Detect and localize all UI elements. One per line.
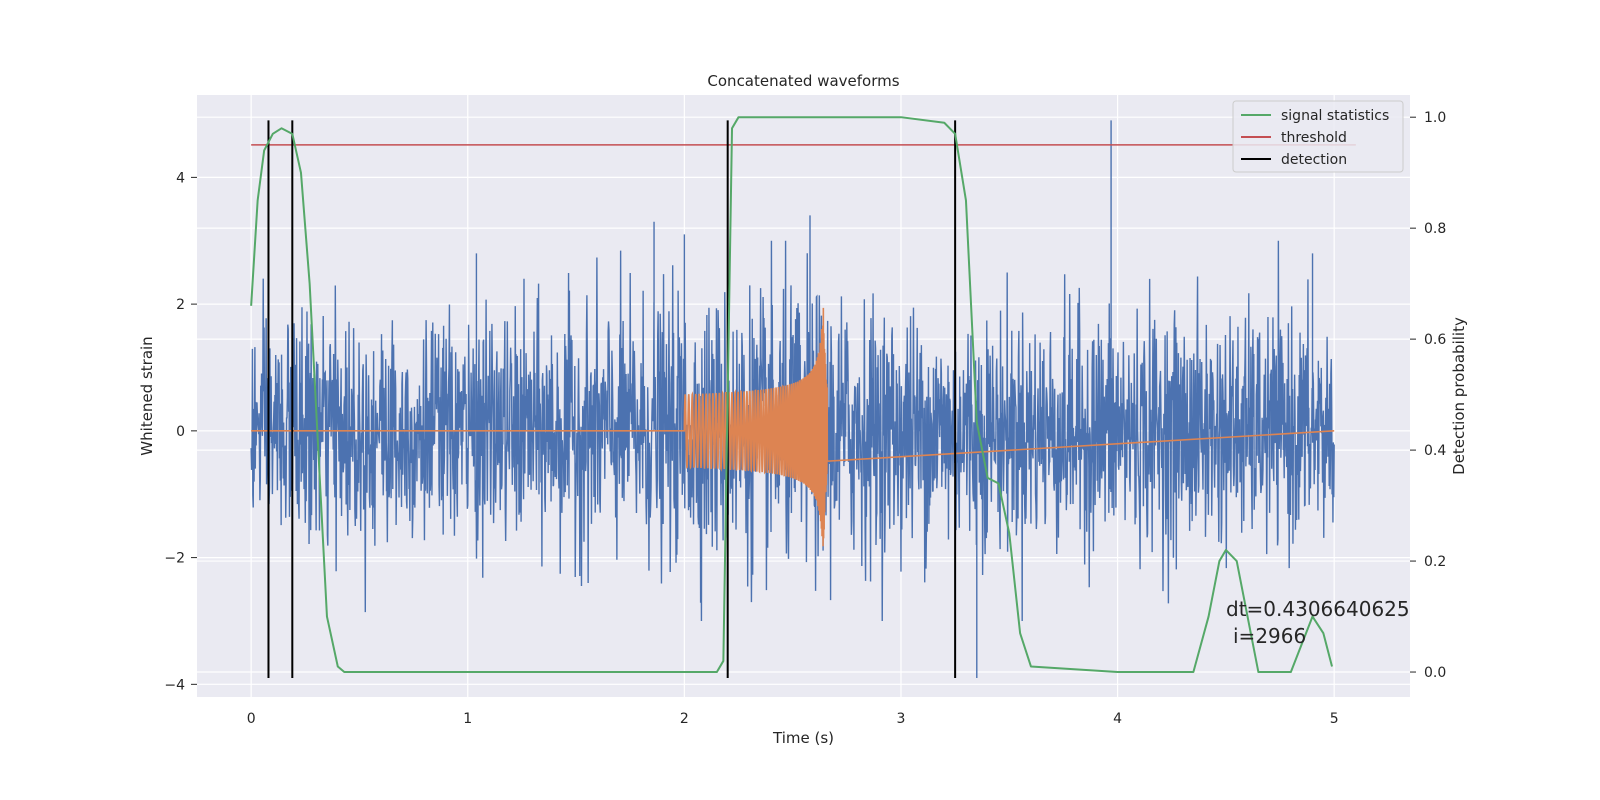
- series-layer: [250, 116, 1356, 678]
- y2-tick-label: 0.6: [1424, 332, 1446, 348]
- left-axis-ticks: −4 −2 0 2 4: [164, 170, 197, 693]
- x-tick-label: 2: [680, 711, 689, 727]
- legend-label-detection: detection: [1281, 152, 1347, 168]
- x-axis-label: Time (s): [772, 729, 834, 747]
- x-tick-label: 4: [1113, 711, 1122, 727]
- y2-tick-label: 1.0: [1424, 110, 1446, 126]
- y-tick-label: 4: [176, 170, 185, 186]
- y-tick-label: 2: [176, 297, 185, 313]
- x-tick-label: 3: [897, 711, 906, 727]
- y2-tick-label: 0.0: [1424, 665, 1446, 681]
- legend: signal statistics threshold detection: [1232, 100, 1404, 173]
- legend-label-threshold: threshold: [1281, 130, 1347, 146]
- series-template: [251, 307, 1335, 547]
- series-statistics: [250, 116, 1333, 674]
- y2-axis-label: Detection probability: [1450, 317, 1468, 475]
- annotation-dt: dt=0.4306640625: [1226, 597, 1410, 621]
- x-tick-label: 5: [1330, 711, 1339, 727]
- y-axis-label: Whitened strain: [138, 336, 156, 455]
- annotation-index: i=2966: [1233, 624, 1306, 648]
- y2-tick-label: 0.2: [1424, 554, 1446, 570]
- legend-box: [1232, 100, 1404, 173]
- legend-label-statistics: signal statistics: [1281, 108, 1389, 124]
- x-tick-label: 0: [247, 711, 256, 727]
- x-axis-ticks: 0 1 2 3 4 5: [247, 711, 1339, 727]
- y-tick-label: −4: [164, 677, 185, 693]
- chart-title: Concatenated waveforms: [707, 72, 899, 90]
- right-axis-ticks: 0.0 0.2 0.4 0.6 0.8 1.0: [1410, 110, 1446, 681]
- y-tick-label: −2: [164, 551, 185, 567]
- y-tick-label: 0: [176, 424, 185, 440]
- x-tick-label: 1: [463, 711, 472, 727]
- y2-tick-label: 0.4: [1424, 443, 1446, 459]
- y2-tick-label: 0.8: [1424, 221, 1446, 237]
